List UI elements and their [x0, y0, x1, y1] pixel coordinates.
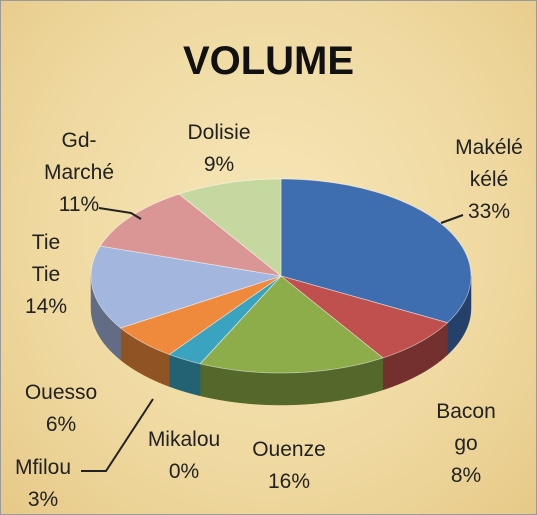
value-label: 8%: [450, 464, 482, 487]
category-name: Bacongo: [436, 400, 496, 455]
chart-title: VOLUME: [182, 39, 355, 83]
category-name: Gd-Marché: [43, 129, 115, 184]
value-label: 11%: [58, 193, 100, 216]
category-name: Tie Tie: [31, 231, 61, 286]
slice: [90, 245, 282, 329]
slice-label: Mikalou 0%: [129, 424, 239, 488]
slice: [178, 178, 282, 277]
slice-label: Tie Tie 14%: [16, 227, 76, 323]
slice: [119, 275, 282, 355]
slice-label: Ouesso 6%: [16, 377, 106, 441]
slice-label: Ouenze 16%: [244, 434, 334, 498]
category-name: Mfilou: [14, 456, 72, 479]
value-label: 0%: [168, 460, 200, 483]
value-label: 6%: [45, 413, 77, 436]
slice-label: Gd-Marché 11%: [29, 125, 129, 221]
slice: [280, 275, 449, 359]
slice-label: Mfilou 3%: [3, 452, 83, 514]
value-label: 33%: [467, 200, 511, 223]
value-label: 16%: [267, 470, 311, 493]
category-name: Mikalou: [147, 428, 221, 451]
value-label: 14%: [24, 295, 68, 318]
slice-label: Makélé kélé 33%: [444, 132, 534, 228]
value-label: 9%: [203, 153, 235, 176]
slice: [199, 275, 384, 374]
leader-line: [440, 214, 464, 224]
value-label: 3%: [27, 488, 59, 511]
leader-line: [98, 207, 142, 220]
slice-label: Dolisie 9%: [169, 117, 269, 181]
category-name: Ouenze: [252, 438, 326, 461]
slice-label: Bacongo 8%: [434, 396, 498, 492]
category-name: Dolisie: [187, 121, 251, 144]
category-name: Makélé kélé: [455, 136, 523, 191]
category-name: Ouesso: [24, 381, 98, 404]
slice: [280, 178, 472, 324]
slice: [99, 193, 283, 277]
leader-line: [81, 398, 154, 472]
slice: [168, 275, 282, 365]
